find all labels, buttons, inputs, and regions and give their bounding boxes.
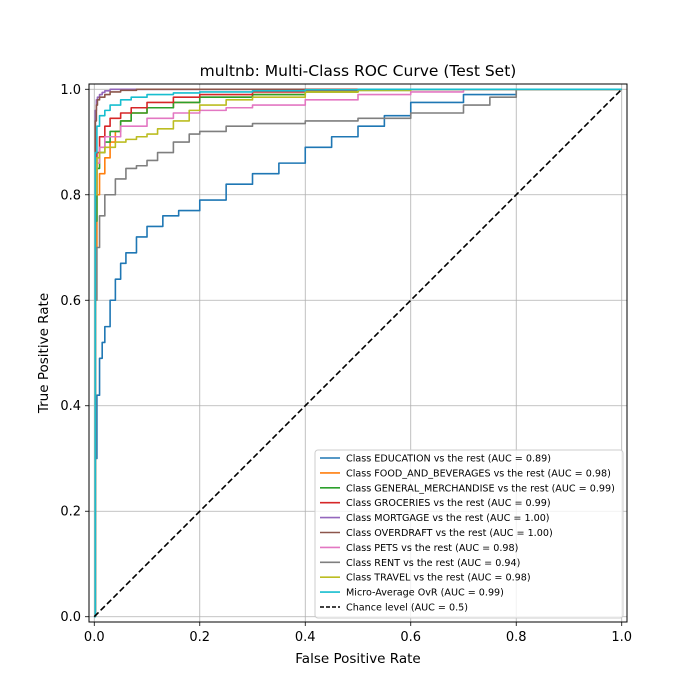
legend: Class EDUCATION vs the rest (AUC = 0.89)… xyxy=(314,449,624,619)
series-line-7 xyxy=(94,88,622,618)
legend-entry-6: Class PETS vs the rest (AUC = 0.98) xyxy=(346,543,518,554)
x-axis-label: False Positive Rate xyxy=(295,651,420,667)
x-tick-label: 0.8 xyxy=(506,630,527,645)
series-line-8 xyxy=(94,88,622,618)
legend-entry-5: Class OVERDRAFT vs the rest (AUC = 1.00) xyxy=(346,528,553,539)
y-tick-label: 1.0 xyxy=(60,83,81,98)
series-line-3 xyxy=(94,88,622,618)
x-tick-label: 0.6 xyxy=(400,630,421,645)
y-tick-label: 0.4 xyxy=(60,399,81,414)
chart-title: multnb: Multi-Class ROC Curve (Test Set) xyxy=(200,62,517,80)
legend-entry-2: Class GENERAL_MERCHANDISE vs the rest (A… xyxy=(346,483,615,494)
y-tick-label: 0.6 xyxy=(60,294,81,309)
legend-entry-7: Class RENT vs the rest (AUC = 0.94) xyxy=(346,558,520,569)
legend-entry-3: Class GROCERIES vs the rest (AUC = 0.99) xyxy=(346,498,551,509)
legend-box xyxy=(314,449,624,619)
series-line-9 xyxy=(94,88,622,618)
x-tick-label: 0.0 xyxy=(84,630,105,645)
legend-entry-4: Class MORTGAGE vs the rest (AUC = 1.00) xyxy=(346,513,550,524)
legend-entry-10: Chance level (AUC = 0.5) xyxy=(346,603,468,614)
y-axis: 0.0 0.2 0.4 0.6 0.8 1.0 xyxy=(60,83,89,625)
x-tick-label: 0.2 xyxy=(189,630,210,645)
x-axis: 0.0 0.2 0.4 0.6 0.8 1.0 xyxy=(84,622,632,645)
series-line-6 xyxy=(94,88,622,618)
legend-entry-8: Class TRAVEL vs the rest (AUC = 0.98) xyxy=(346,573,531,584)
legend-entry-0: Class EDUCATION vs the rest (AUC = 0.89) xyxy=(346,454,551,465)
legend-entry-9: Micro-Average OvR (AUC = 0.99) xyxy=(346,588,504,599)
series-layer xyxy=(93,88,623,618)
series-line-10 xyxy=(93,88,623,618)
x-tick-label: 1.0 xyxy=(611,630,632,645)
x-tick-label: 0.4 xyxy=(295,630,316,645)
y-tick-label: 0.8 xyxy=(60,188,81,203)
series-line-0 xyxy=(94,88,622,618)
plot-frame xyxy=(88,83,628,623)
y-tick-label: 0.0 xyxy=(60,610,81,625)
y-tick-label: 0.2 xyxy=(60,505,81,520)
series-line-5 xyxy=(94,88,622,618)
y-axis-label: True Positive Rate xyxy=(36,293,52,414)
legend-entry-1: Class FOOD_AND_BEVERAGES vs the rest (AU… xyxy=(346,468,611,479)
